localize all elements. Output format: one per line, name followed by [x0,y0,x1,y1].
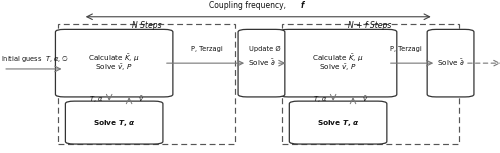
Text: P, Terzagi: P, Terzagi [192,46,223,52]
Text: Solve $\boldsymbol{T}$, $\boldsymbol{\alpha}$: Solve $\boldsymbol{T}$, $\boldsymbol{\al… [93,118,136,128]
Text: Initial guess  $\mathit{T}$, $\mathit{\alpha}$, $\emptyset$: Initial guess $\mathit{T}$, $\mathit{\al… [0,53,69,64]
Text: Solve $\bar{v}$, $P$: Solve $\bar{v}$, $P$ [96,62,133,73]
Text: P, Terzagi: P, Terzagi [390,46,422,52]
FancyBboxPatch shape [280,29,397,97]
FancyBboxPatch shape [238,29,285,97]
Bar [58,24,234,144]
FancyBboxPatch shape [427,29,474,97]
Text: Solve $\bar{\partial}$: Solve $\bar{\partial}$ [437,58,464,68]
Text: Coupling frequency,: Coupling frequency, [208,1,288,10]
Text: Solve $\boldsymbol{T}$, $\boldsymbol{\alpha}$: Solve $\boldsymbol{T}$, $\boldsymbol{\al… [316,118,360,128]
Text: $\bar{v}$: $\bar{v}$ [362,94,368,104]
Text: Solve $\bar{v}$, $P$: Solve $\bar{v}$, $P$ [320,62,357,73]
Text: $\mathit{T}$, $\mathit{\alpha}$: $\mathit{T}$, $\mathit{\alpha}$ [313,94,328,104]
FancyBboxPatch shape [56,29,173,97]
Text: N Steps: N Steps [132,21,162,30]
Text: Calculate $\bar{K}$, $\mu$: Calculate $\bar{K}$, $\mu$ [88,53,140,64]
Bar [282,24,459,144]
Text: Calculate $\bar{K}$, $\mu$: Calculate $\bar{K}$, $\mu$ [312,53,364,64]
Text: N + f Steps: N + f Steps [348,21,392,30]
FancyBboxPatch shape [66,101,163,144]
Text: $\bar{v}$: $\bar{v}$ [138,94,144,104]
Text: Solve $\bar{\partial}$: Solve $\bar{\partial}$ [248,58,276,68]
FancyBboxPatch shape [290,101,387,144]
Text: f: f [300,1,304,10]
Text: Update Ø: Update Ø [248,46,280,52]
Text: $\mathit{T}$, $\mathit{\alpha}$: $\mathit{T}$, $\mathit{\alpha}$ [89,94,104,104]
